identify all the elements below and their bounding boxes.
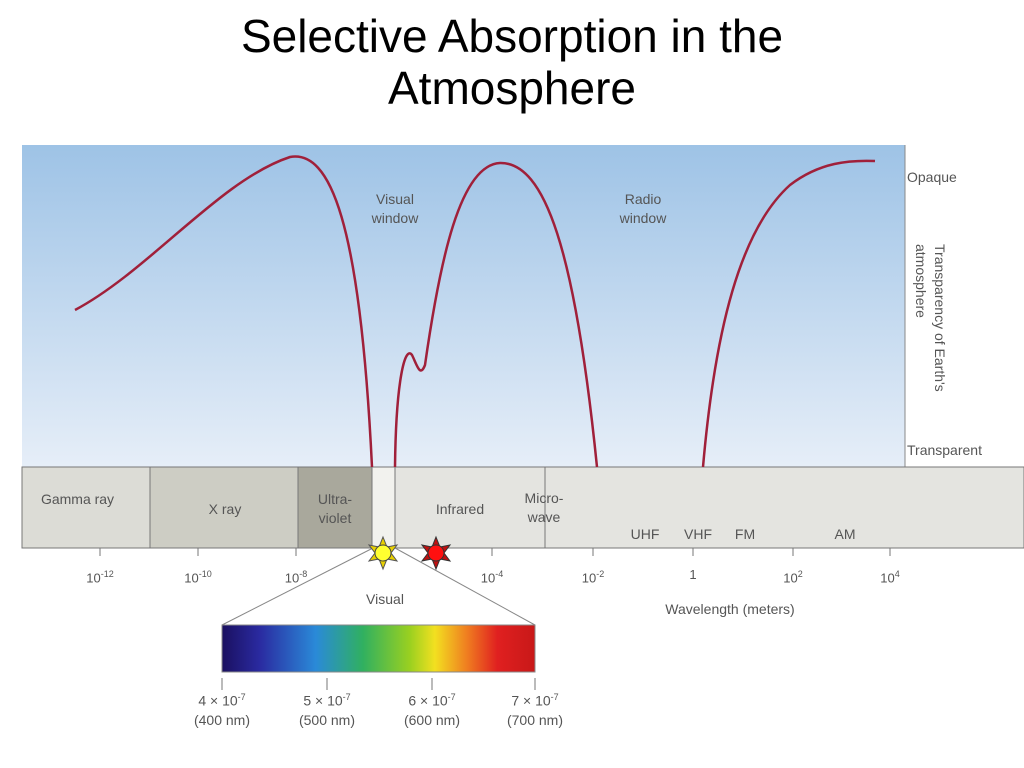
axis-ticks: [99, 548, 891, 556]
spectrum-tick-label: 4 × 10-7 (400 nm): [172, 688, 272, 730]
tick-base: 10: [581, 570, 597, 586]
transparent-label: Transparent: [907, 442, 982, 458]
tick-base: 10: [480, 570, 496, 586]
tick-coef: 4 × 10: [198, 692, 238, 709]
tick-base: 10: [184, 570, 199, 586]
x-tick-label: 10-10: [158, 565, 238, 587]
window-label: Visual window: [371, 191, 419, 226]
opaque-label: Opaque: [907, 169, 957, 185]
x-tick-label: 10-12: [60, 565, 140, 587]
sun-red: [420, 535, 452, 571]
tick-exponent: -7: [447, 692, 456, 702]
tick-exponent: 4: [894, 569, 900, 579]
tick-exponent: -7: [342, 692, 351, 702]
band-gamma: [21, 466, 151, 549]
band-xray: [149, 466, 299, 549]
tick-nm: (400 nm): [193, 711, 251, 728]
visible-spectrum: [221, 624, 536, 673]
tick-base: 10: [86, 570, 101, 586]
sun-yellow: [367, 535, 399, 571]
x-tick-label: 10-8: [256, 565, 336, 587]
radio-band-label: VHF: [684, 526, 712, 542]
band-label: X ray: [208, 501, 242, 517]
tick-nm: (600 nm): [403, 711, 461, 728]
band-label: Ultra-violet: [317, 491, 353, 526]
band-uv: [297, 466, 373, 549]
band-label: Gamma ray: [40, 491, 115, 507]
spectrum-tick-label: 6 × 10-7 (600 nm): [382, 688, 482, 730]
atmosphere-panel: [22, 145, 905, 467]
band-visual: [371, 466, 396, 549]
absorption-curve: [74, 155, 876, 468]
tick-base: 1: [689, 567, 697, 582]
transparency-axis-label: Transparency of Earth's atmosphere: [913, 244, 948, 392]
axis-title: Wavelength (meters): [665, 601, 795, 617]
title-text: Selective Absorption in the Atmosphere: [240, 10, 784, 114]
radio-band-label: FM: [734, 526, 756, 542]
tick-exponent: -2: [596, 569, 605, 579]
tick-exponent: -7: [237, 692, 246, 702]
x-tick-label: 102: [753, 565, 833, 587]
tick-coef: 6 × 10: [408, 692, 448, 709]
zoom-line: [221, 547, 374, 626]
x-tick-label: 10-4: [452, 565, 532, 587]
tick-exponent: 2: [797, 569, 803, 579]
radio-band-label: UHF: [630, 526, 660, 542]
x-tick-label: 10-2: [553, 565, 633, 587]
zoom-line: [394, 547, 536, 626]
window-label: Radio window: [619, 191, 667, 226]
band-label: Micro-wave: [524, 490, 564, 525]
tick-base: 10: [284, 570, 300, 586]
tick-base: 10: [880, 570, 895, 586]
slide-title: Selective Absorption in the Atmosphere: [0, 10, 1024, 114]
tick-exponent: -8: [299, 569, 308, 579]
spectrum-tick-label: 5 × 10-7 (500 nm): [277, 688, 377, 730]
radio-band-label: AM: [834, 526, 856, 542]
tick-exponent: -10: [198, 569, 212, 579]
spectrum-tick-label: 7 × 10-7 (700 nm): [485, 688, 585, 730]
tick-exponent: -4: [495, 569, 504, 579]
tick-nm: (700 nm): [506, 711, 564, 728]
tick-nm: (500 nm): [298, 711, 356, 728]
tick-exponent: -12: [100, 569, 114, 579]
tick-coef: 5 × 10: [303, 692, 343, 709]
x-tick-label: 1: [653, 565, 733, 584]
band-label: Infrared: [435, 501, 485, 517]
tick-base: 10: [783, 570, 798, 586]
x-tick-label: 104: [850, 565, 930, 587]
tick-coef: 7 × 10: [511, 692, 551, 709]
visual-label: Visual: [366, 591, 404, 607]
tick-exponent: -7: [550, 692, 559, 702]
